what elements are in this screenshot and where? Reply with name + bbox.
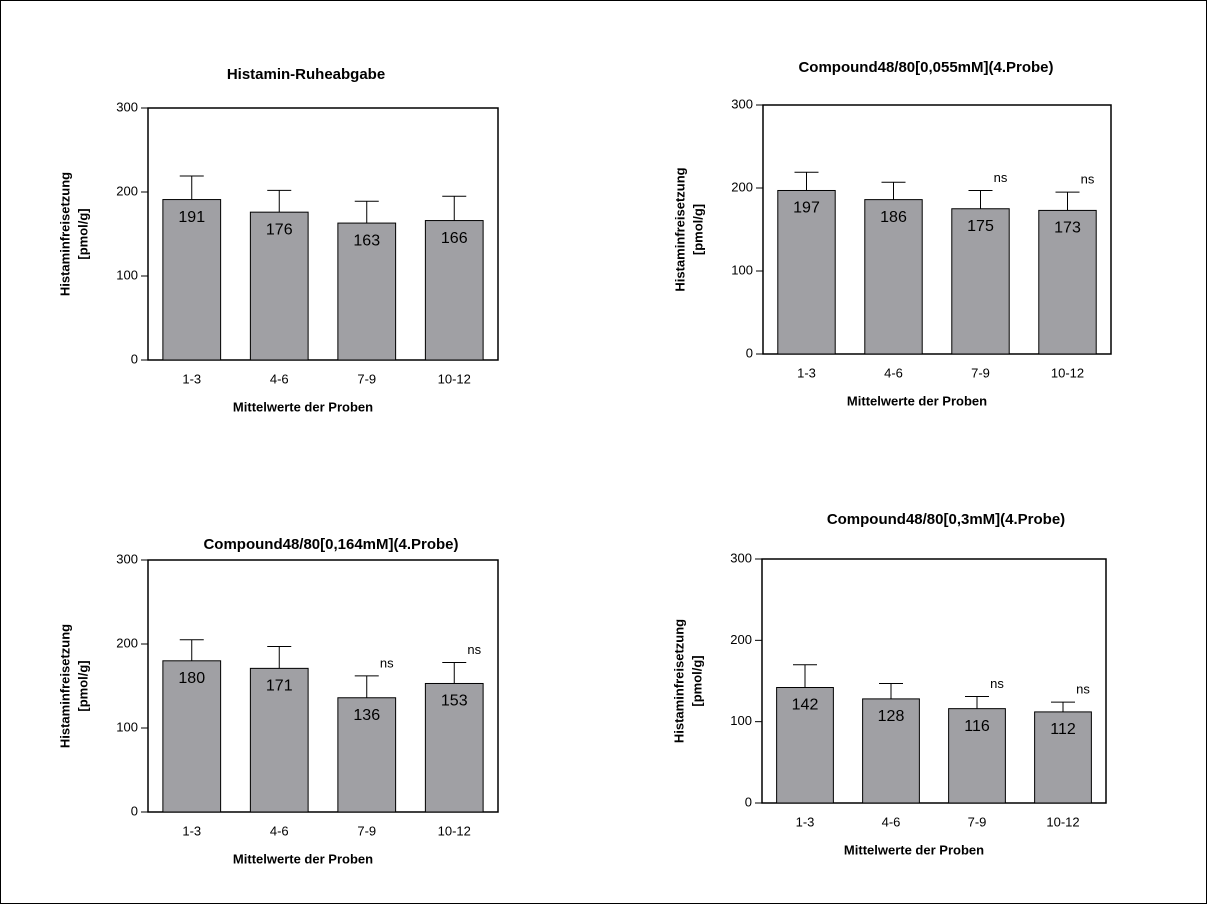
y-tick-label: 100 [730,713,752,728]
y-tick-label: 0 [131,351,138,366]
chart-title: Compound48/80[0,164mM](4.Probe) [203,536,458,553]
x-tick-label: 7-9 [971,365,990,380]
x-tick-label: 4-6 [882,814,901,829]
plot-frame [761,558,1107,804]
bar [862,698,920,804]
plot-frame [147,559,499,813]
y-label-line: Histaminfreisetzung [672,167,687,291]
y-label: Histaminfreisetzung [pmol/g] [57,172,90,296]
x-label: Mittelwerte der Proben [844,842,984,857]
x-tick-label: 1-3 [796,814,815,829]
y-tick-label: 0 [746,345,753,360]
x-tick-label: 4-6 [884,365,903,380]
bar [864,199,923,355]
value-label: 197 [793,200,820,217]
y-label-line: Histaminfreisetzung [57,624,72,748]
value-label: 173 [1054,220,1081,237]
y-label-line: [pmol/g] [690,204,705,255]
bar [1034,711,1092,804]
value-label: 175 [967,218,994,235]
y-tick-label: 300 [116,99,138,114]
y-tick-label: 100 [731,262,753,277]
chart-title: Compound48/80[0,3mM](4.Probe) [827,511,1065,528]
y-tick-label: 200 [731,179,753,194]
value-label: 142 [792,697,819,714]
y-tick-label: 300 [731,96,753,111]
chart-title: Histamin-Ruheabgabe [227,66,385,83]
y-tick-label: 100 [116,267,138,282]
bar [776,687,834,804]
value-label: 186 [880,209,907,226]
y-label-line: Histaminfreisetzung [57,172,72,296]
x-tick-label: 4-6 [270,823,289,838]
x-tick-label: 7-9 [357,823,376,838]
x-tick-label: 7-9 [357,371,376,386]
bar [424,220,484,361]
y-tick-label: 200 [730,632,752,647]
x-tick-label: 10-12 [1046,814,1079,829]
y-tick-label: 0 [131,803,138,818]
value-label: 163 [353,232,380,249]
y-label-line: [pmol/g] [75,660,90,711]
value-label: 180 [178,670,205,687]
x-label: Mittelwerte der Proben [847,393,987,408]
annotation: ns [1081,172,1095,187]
annotation: ns [467,642,481,657]
x-tick-label: 10-12 [438,371,471,386]
x-tick-label: 10-12 [1051,365,1084,380]
y-tick-label: 300 [116,551,138,566]
value-label: 136 [353,707,380,724]
x-label: Mittelwerte der Proben [233,399,373,414]
annotation: ns [994,170,1008,185]
bar [424,682,484,813]
bar [777,189,836,355]
bar [337,222,397,361]
value-label: 112 [1050,721,1076,738]
plot-frame [762,104,1112,355]
y-tick-label: 300 [730,550,752,565]
x-tick-label: 1-3 [797,365,816,380]
bar [337,697,397,813]
x-tick-label: 1-3 [182,371,201,386]
y-tick-label: 200 [116,635,138,650]
x-tick-label: 4-6 [270,371,289,386]
y-tick-label: 0 [745,794,752,809]
bar [951,208,1010,355]
x-label: Mittelwerte der Proben [233,851,373,866]
x-tick-label: 1-3 [182,823,201,838]
value-label: 171 [266,678,293,695]
y-tick-label: 200 [116,183,138,198]
plot-frame [147,107,499,361]
bar [948,708,1006,804]
y-label-line: Histaminfreisetzung [671,619,686,743]
value-label: 128 [878,708,905,725]
bar [249,667,309,813]
value-label: 176 [266,221,293,238]
annotation: ns [380,655,394,670]
x-tick-label: 10-12 [438,823,471,838]
x-tick-label: 7-9 [968,814,987,829]
y-tick-label: 100 [116,719,138,734]
annotation: ns [1076,682,1090,697]
bar [162,660,222,813]
bar [249,211,309,361]
bar [162,199,222,361]
value-label: 116 [964,718,990,735]
bar [1038,209,1097,355]
y-label-line: [pmol/g] [689,655,704,706]
y-label: Histaminfreisetzung [pmol/g] [671,619,704,743]
value-label: 191 [178,209,205,226]
value-label: 153 [441,693,468,710]
y-label: Histaminfreisetzung [pmol/g] [57,624,90,748]
annotation: ns [990,676,1004,691]
value-label: 166 [441,230,468,247]
chart-title: Compound48/80[0,055mM](4.Probe) [798,59,1053,76]
y-label: Histaminfreisetzung [pmol/g] [672,167,705,291]
y-label-line: [pmol/g] [75,208,90,259]
